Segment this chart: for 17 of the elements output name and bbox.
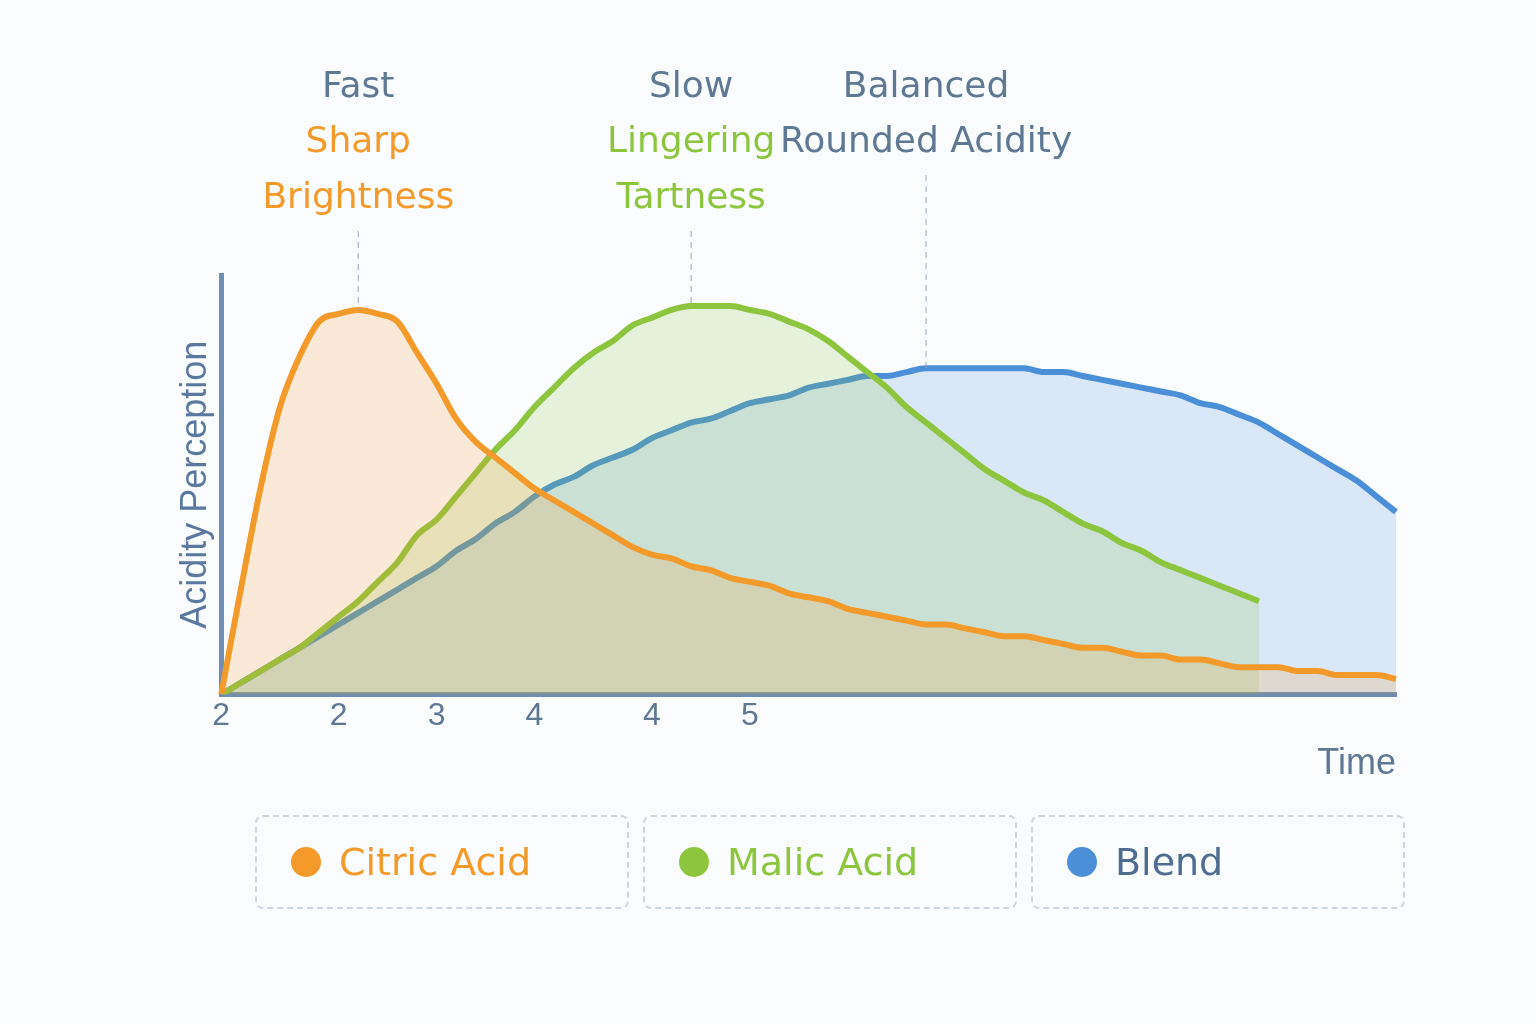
y-axis-title: Acidity Perception [172,340,214,629]
x-tick-label: 4 [643,696,661,733]
text: Balanced [842,64,1010,106]
x-tick-label: 2 [329,696,348,733]
text: Fast [322,64,395,106]
text: Slow [648,64,734,106]
legend-label: Citric Acid [339,840,532,884]
x-axis-title: Time [1317,741,1396,783]
text: Sharp Brightness [262,119,455,217]
legend-label: Blend [1115,840,1224,884]
x-tick-label: 2 [212,696,231,733]
x-tick-label: 3 [427,696,446,733]
text: Lingering Tartness [606,119,776,217]
text: Rounded Acidity [779,119,1073,161]
x-tick-label: 5 [740,696,759,733]
x-tick-label: 4 [525,696,544,733]
legend-label: Malic Acid [727,840,919,884]
